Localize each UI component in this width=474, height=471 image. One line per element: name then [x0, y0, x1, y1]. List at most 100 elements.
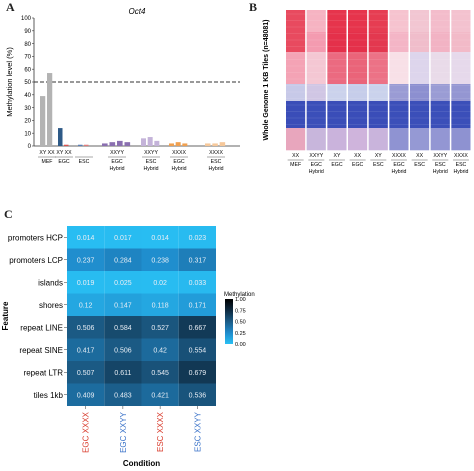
heat-cell [451, 128, 471, 151]
bar [117, 140, 123, 146]
heat-cell [389, 84, 409, 102]
heat-cell [306, 128, 326, 151]
heat-cell [104, 293, 142, 316]
column-sublabel: XX [354, 153, 361, 159]
heat-cell [286, 101, 306, 129]
bar [205, 143, 211, 146]
group-label: EGC [173, 159, 184, 165]
column-sublabel: XXXX [454, 153, 468, 159]
column-sublabel: XY [334, 153, 341, 159]
cell-value: 0.611 [114, 370, 131, 377]
heat-cell [67, 226, 105, 249]
cell-value: 0.421 [151, 392, 169, 399]
column-label: EGC [393, 162, 404, 168]
heat-cell [327, 52, 347, 85]
row-label: shores [39, 301, 63, 310]
y-tick-label: 0 [28, 144, 32, 150]
column-label: ESC [414, 162, 425, 168]
heat-cell [327, 10, 347, 33]
heat-cell [348, 52, 368, 85]
column-label: ESC [373, 162, 384, 168]
heat-cell [327, 101, 347, 129]
bar [154, 140, 160, 146]
heat-cell [141, 361, 179, 384]
legend-tick-label: 0.25 [235, 331, 246, 337]
heat-cell [368, 32, 388, 53]
row-label: repeat LTR [24, 368, 64, 377]
heat-cell [141, 226, 179, 249]
column-label: EGC [331, 162, 342, 168]
cell-value: 0.284 [114, 257, 132, 264]
heat-cell [389, 32, 409, 53]
heat-cell [67, 383, 105, 406]
heat-cell [104, 248, 142, 271]
bar [219, 142, 226, 146]
cell-value: 0.483 [114, 392, 132, 399]
y-tick-label: 30 [24, 106, 31, 112]
bar [58, 128, 63, 146]
panel-letter-a: A [6, 0, 15, 14]
group-label: Hybrid [209, 166, 224, 172]
y-tick-label: 40 [24, 93, 31, 99]
heat-cell [178, 271, 216, 294]
bar [109, 142, 116, 146]
heat-cell [451, 84, 471, 102]
heat-cell [348, 128, 368, 151]
cell-value: 0.554 [189, 347, 207, 354]
heat-cell [389, 52, 409, 85]
heat-cell [104, 383, 142, 406]
column-label: ESC [456, 162, 467, 168]
column-sublabel: XY [375, 153, 382, 159]
heat-cell [178, 293, 216, 316]
column-label: EGC [311, 162, 322, 168]
heat-cell [410, 32, 430, 53]
bar [64, 144, 69, 146]
panel-letter-c: C [4, 207, 13, 221]
cell-value: 0.237 [77, 257, 95, 264]
cell-value: 0.12 [79, 302, 93, 309]
cell-value: 0.014 [77, 235, 95, 242]
heat-cell [67, 338, 105, 361]
y-tick-label: 20 [24, 119, 31, 125]
cell-value: 0.417 [77, 347, 95, 354]
bar [102, 143, 108, 146]
heat-cell [104, 338, 142, 361]
heat-cell [306, 101, 326, 129]
heat-cell [430, 128, 450, 151]
heat-cell [430, 32, 450, 53]
row-label: promoters LCP [9, 256, 63, 265]
x-axis-label: Condition [123, 459, 160, 468]
column-label: Hybrid [309, 169, 324, 175]
group-sublabel: XXXX [209, 150, 223, 156]
heat-cell [451, 52, 471, 85]
column-sublabel: XX [292, 153, 299, 159]
y-tick-label: 10 [24, 131, 31, 137]
heat-cell [410, 52, 430, 85]
cell-value: 0.506 [114, 347, 132, 354]
legend-colorbar [225, 299, 233, 344]
heat-cell [410, 10, 430, 33]
group-label: MEF [42, 159, 53, 165]
cell-value: 0.667 [189, 325, 207, 332]
cell-value: 0.584 [114, 325, 132, 332]
cell-value: 0.147 [114, 302, 132, 309]
heat-cell [327, 128, 347, 151]
cell-value: 0.033 [189, 280, 207, 287]
cell-value: 0.409 [77, 392, 95, 399]
group-sublabel: XY XX [56, 150, 72, 156]
heat-cell [410, 101, 430, 129]
y-tick-label: 50 [24, 80, 31, 86]
cell-value: 0.118 [152, 302, 169, 309]
heat-cell [178, 316, 216, 339]
column-label: Hybrid [391, 169, 406, 175]
heat-cell [178, 248, 216, 271]
bar [47, 73, 53, 146]
cell-value: 0.014 [151, 235, 169, 242]
cell-value: 0.42 [153, 347, 167, 354]
heat-cell [410, 84, 430, 102]
column-label: ESC XXYY [193, 411, 202, 452]
bar [141, 138, 146, 146]
group-sublabel: XY XX [39, 150, 55, 156]
bar [78, 144, 83, 146]
heat-cell [104, 316, 142, 339]
